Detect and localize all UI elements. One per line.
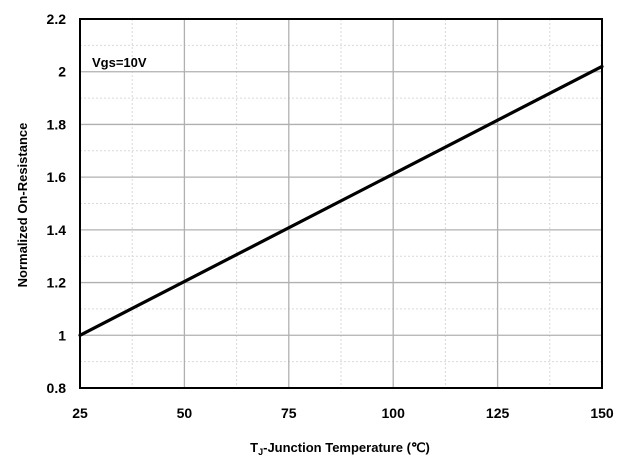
x-axis-title-subscript: J: [258, 447, 263, 457]
x-axis-title: TJ-Junction Temperature (℃): [250, 440, 430, 457]
x-tick-label: 75: [281, 405, 297, 421]
y-tick-label: 1.8: [47, 116, 67, 132]
minor-grid: [80, 19, 602, 388]
x-tick-label: 100: [382, 405, 406, 421]
x-tick-label: 125: [486, 405, 510, 421]
y-tick-label: 2.2: [47, 11, 67, 27]
x-tick-label: 150: [590, 405, 614, 421]
x-axis-title-text: Junction Temperature (℃): [267, 440, 429, 455]
x-tick-labels: 25 50 75 100 125 150: [72, 405, 614, 421]
x-tick-label: 50: [177, 405, 193, 421]
y-tick-labels: 0.8 1 1.2 1.4 1.6 1.8 2 2.2: [47, 11, 67, 396]
y-tick-label: 0.8: [47, 380, 67, 396]
series-layer: [78, 64, 604, 337]
y-axis-title: Normalized On-Resistance: [15, 123, 30, 288]
x-axis-title-prefix: T: [250, 440, 258, 455]
series-line: [78, 64, 604, 337]
y-tick-label: 2: [58, 64, 66, 80]
y-tick-label: 1.6: [47, 169, 67, 185]
x-tick-label: 25: [72, 405, 88, 421]
x-axis-title-dash: -: [263, 440, 267, 455]
plot-frame: [79, 18, 603, 389]
y-tick-label: 1.4: [47, 222, 67, 238]
y-tick-label: 1: [58, 327, 66, 343]
y-tick-label: 1.2: [47, 275, 67, 291]
annotation-vgs: Vgs=10V: [92, 55, 147, 70]
